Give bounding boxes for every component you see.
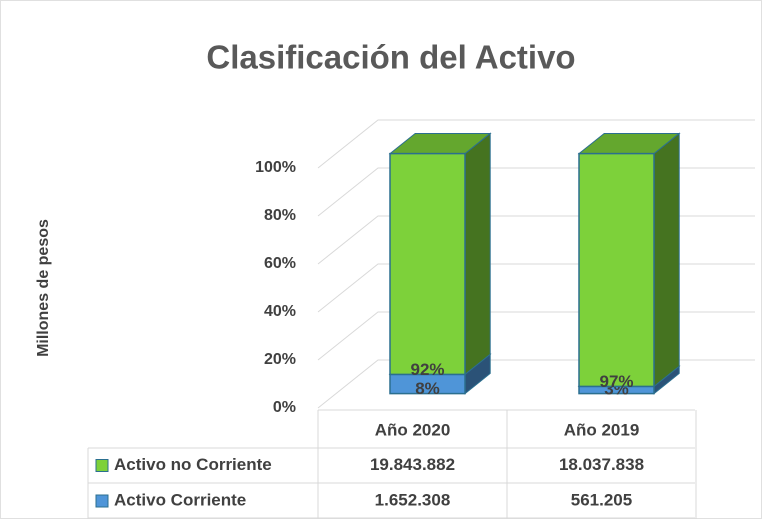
bar-side xyxy=(464,132,491,376)
x-tick-label: Año 2019 xyxy=(564,420,640,439)
y-axis-label: Millones de pesos xyxy=(35,219,52,357)
legend-label: Activo no Corriente xyxy=(114,455,272,474)
data-label: 97% xyxy=(599,372,633,391)
chart-title: Clasificación del Activo xyxy=(206,39,575,76)
y-tick-label: 100% xyxy=(255,159,296,176)
y-tick-label: 60% xyxy=(264,255,296,272)
y-tick-label: 20% xyxy=(264,351,296,368)
table-cell: 1.652.308 xyxy=(375,490,451,509)
data-label: 8% xyxy=(415,379,440,398)
data-label: 92% xyxy=(410,360,444,379)
bar xyxy=(389,152,466,376)
table-cell: 18.037.838 xyxy=(559,455,644,474)
bar-side xyxy=(653,132,680,388)
grid-line xyxy=(317,119,755,169)
table-cell: 19.843.882 xyxy=(370,455,455,474)
legend-label: Activo Corriente xyxy=(114,490,246,509)
y-tick-label: 80% xyxy=(264,207,296,224)
legend-swatch xyxy=(95,459,109,472)
bar xyxy=(578,152,655,388)
legend-swatch xyxy=(95,494,109,508)
y-tick-label: 0% xyxy=(273,399,296,416)
table-cell: 561.205 xyxy=(571,490,632,509)
x-tick-label: Año 2020 xyxy=(375,420,451,439)
y-tick-label: 40% xyxy=(264,303,296,320)
